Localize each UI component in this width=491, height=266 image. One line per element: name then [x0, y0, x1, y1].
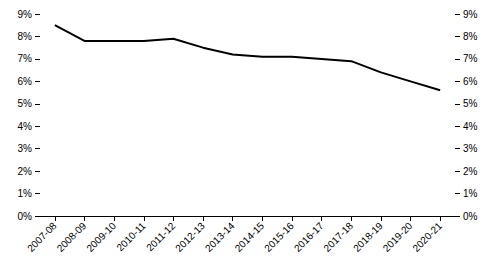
- svg-text:2%: 2%: [18, 166, 33, 177]
- svg-text:2%: 2%: [463, 166, 478, 177]
- svg-text:1%: 1%: [463, 188, 478, 199]
- svg-text:9%: 9%: [463, 9, 478, 20]
- svg-text:2010-11: 2010-11: [114, 220, 147, 253]
- svg-text:4%: 4%: [18, 121, 33, 132]
- svg-text:2012-13: 2012-13: [173, 220, 207, 254]
- svg-text:2008-09: 2008-09: [55, 220, 89, 254]
- svg-text:2013-14: 2013-14: [203, 220, 237, 254]
- svg-text:2019-20: 2019-20: [381, 220, 415, 254]
- svg-text:0%: 0%: [463, 211, 478, 222]
- svg-text:2016-17: 2016-17: [292, 220, 326, 254]
- svg-text:2015-16: 2015-16: [262, 220, 296, 254]
- svg-text:9%: 9%: [18, 9, 33, 20]
- svg-text:8%: 8%: [463, 31, 478, 42]
- svg-text:5%: 5%: [18, 98, 33, 109]
- svg-text:3%: 3%: [463, 143, 478, 154]
- svg-text:2017-18: 2017-18: [321, 220, 355, 254]
- svg-text:1%: 1%: [18, 188, 33, 199]
- svg-text:0%: 0%: [18, 211, 33, 222]
- svg-text:3%: 3%: [18, 143, 33, 154]
- svg-text:7%: 7%: [18, 53, 33, 64]
- svg-text:6%: 6%: [18, 76, 33, 87]
- svg-text:2007-08: 2007-08: [25, 220, 59, 254]
- svg-text:6%: 6%: [463, 76, 478, 87]
- svg-text:8%: 8%: [18, 31, 33, 42]
- svg-text:2020-21: 2020-21: [410, 220, 444, 254]
- svg-text:4%: 4%: [463, 121, 478, 132]
- svg-text:5%: 5%: [463, 98, 478, 109]
- svg-text:2011-12: 2011-12: [144, 220, 177, 253]
- svg-text:2018-19: 2018-19: [351, 220, 385, 254]
- svg-text:2014-15: 2014-15: [233, 220, 267, 254]
- svg-text:2009-10: 2009-10: [84, 220, 118, 254]
- svg-text:7%: 7%: [463, 53, 478, 64]
